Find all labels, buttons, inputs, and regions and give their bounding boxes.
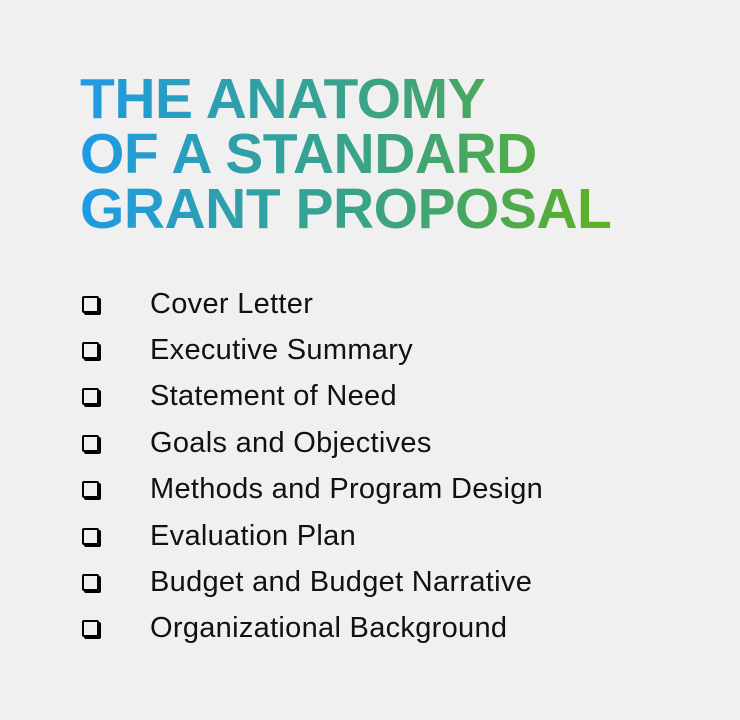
- list-item-label: Organizational Background: [150, 612, 508, 645]
- list-item: Organizational Background: [80, 606, 543, 652]
- list-item-label: Budget and Budget Narrative: [150, 566, 533, 599]
- checklist: Cover Letter Executive Summary Statement…: [80, 281, 543, 652]
- list-item-label: Executive Summary: [150, 334, 413, 367]
- page-title: THE ANATOMY OF A STANDARD GRANT PROPOSAL: [80, 71, 640, 238]
- checkbox-empty-icon: [82, 574, 99, 592]
- checkbox-empty-icon: [82, 434, 99, 452]
- checkbox-empty-icon: [82, 342, 99, 360]
- list-item-label: Cover Letter: [150, 287, 314, 320]
- checkbox-empty-icon: [82, 481, 99, 499]
- list-item: Statement of Need: [80, 374, 543, 420]
- checkbox-empty-icon: [82, 620, 99, 638]
- checkbox-empty-icon: [82, 527, 99, 545]
- title-line: OF A STANDARD: [80, 126, 640, 183]
- title-line: GRANT PROPOSAL: [80, 181, 640, 238]
- list-item-label: Statement of Need: [150, 380, 397, 413]
- list-item-label: Goals and Objectives: [150, 426, 432, 459]
- list-item: Cover Letter: [80, 281, 543, 327]
- list-item-label: Methods and Program Design: [150, 473, 544, 506]
- list-item: Methods and Program Design: [80, 467, 543, 513]
- list-item: Evaluation Plan: [80, 513, 543, 559]
- list-item-label: Evaluation Plan: [150, 519, 357, 552]
- list-item: Executive Summary: [80, 327, 543, 373]
- list-item: Goals and Objectives: [80, 420, 543, 466]
- checkbox-empty-icon: [82, 295, 99, 313]
- checkbox-empty-icon: [82, 388, 99, 406]
- title-line: THE ANATOMY: [80, 71, 640, 128]
- list-item: Budget and Budget Narrative: [80, 559, 543, 605]
